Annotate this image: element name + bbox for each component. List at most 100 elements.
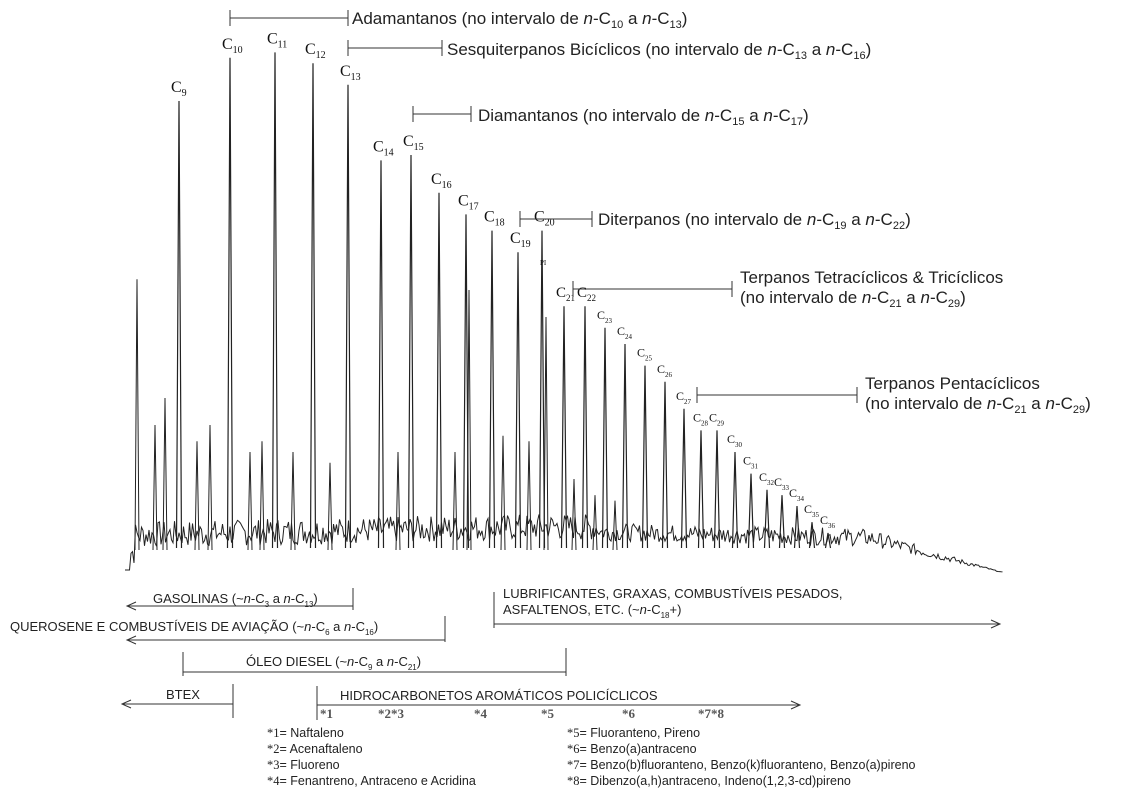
minor-peak [152, 424, 158, 551]
minor-peak [259, 441, 265, 551]
legend-item-3: *3= Fluoreno [267, 758, 340, 772]
peak-label-c12: C12 [305, 41, 326, 61]
peak-c32 [763, 489, 771, 549]
peak-label-c13: C13 [340, 63, 361, 83]
peak-label-c18: C18 [484, 209, 505, 229]
biomarker-range-3 [412, 106, 472, 122]
label-btex: BTEX [166, 687, 200, 702]
peak-c30 [731, 451, 739, 549]
peak-label-c21: C21 [556, 285, 575, 303]
legend-item-2: *2= Acenaftaleno [267, 742, 363, 756]
peak-c23 [601, 327, 609, 549]
minor-peak [571, 478, 577, 551]
biomarker-label-2: Sesquiterpanos Bicíclicos (no intervalo … [447, 40, 871, 62]
biomarker-annotation-layer: Adamantanos (no intervalo de n-C10 a n-C… [229, 9, 1091, 416]
minor-peak [395, 451, 401, 551]
pah-legend-layer: *1= Naftaleno *2= Acenaftaleno *3= Fluoren… [267, 726, 916, 788]
peak-label-c11: C11 [267, 30, 287, 50]
peak-c28 [697, 430, 705, 549]
minor-peak [327, 462, 333, 551]
peak-c17 [462, 214, 470, 549]
label-hpa: HIDROCARBONETOS AROMÁTICOS POLICÍCLICOS [340, 688, 658, 703]
peak-label-c33: C33 [774, 475, 790, 492]
legend-item-6: *6= Benzo(a)antraceno [567, 742, 697, 756]
chromatogram-trace-layer [125, 52, 1003, 573]
biomarker-label-4: Diterpanos (no intervalo de n-C19 a n-C2… [598, 210, 911, 232]
peak-label-c24: C24 [617, 324, 633, 341]
range-gasolinas [125, 588, 354, 611]
biomarker-range-text-5: (no intervalo de n-C21 a n-C29) [740, 288, 966, 310]
pah-mark-5: *6 [622, 706, 636, 721]
biomarker-range-6 [696, 387, 858, 403]
range-hpa [316, 686, 802, 720]
peak-label-c34: C34 [789, 486, 805, 503]
peak-label-c22: C22 [577, 285, 596, 303]
range-diesel [182, 648, 567, 676]
legend-item-1: *1= Naftaleno [267, 726, 344, 740]
peak-label-c10: C10 [222, 36, 243, 56]
minor-peak [500, 435, 506, 551]
minor-peak [543, 316, 549, 551]
peak-label-c20: C20 [534, 209, 555, 229]
minor-peak [207, 424, 213, 551]
minor-peak [194, 441, 200, 551]
peak-label-c23: C23 [597, 308, 613, 325]
pah-mark-3: *4 [474, 706, 488, 721]
peak-c35 [808, 522, 816, 549]
minor-peak [290, 451, 296, 551]
peak-c9 [175, 100, 183, 549]
peak-label-c27: C27 [676, 389, 692, 406]
peak-c26 [661, 381, 669, 549]
label-querosene: QUEROSENE E COMBUSTÍVEIS DE AVIAÇÃO (~n-… [10, 619, 378, 637]
minor-peak [612, 500, 618, 551]
minor-peak [247, 451, 253, 551]
biomarker-range-4 [519, 211, 593, 227]
peak-label-c35: C35 [804, 502, 820, 519]
peak-c34 [793, 505, 801, 549]
peak-c29 [713, 430, 721, 549]
pah-mark-1: *1 [320, 706, 333, 721]
peak-c14 [377, 160, 385, 549]
peak-c12 [309, 63, 317, 549]
pah-mark-2: *2*3 [378, 706, 405, 721]
peak-c25 [641, 365, 649, 549]
peak-c22 [581, 306, 589, 549]
minor-peak [162, 397, 168, 551]
peak-label-c26: C26 [657, 362, 673, 379]
range-btex [120, 684, 234, 718]
peak-c16 [435, 192, 443, 549]
minor-peak [134, 279, 140, 551]
peak-c27 [680, 408, 688, 549]
peak-label-c14: C14 [373, 138, 394, 158]
peak-label-c29: C29 [709, 410, 725, 427]
legend-item-4: *4= Fenantreno, Antraceno e Acridina [267, 774, 476, 788]
biomarker-label-3: Diamantanos (no intervalo de n-C15 a n-C… [478, 106, 809, 128]
peak-c21 [560, 306, 568, 549]
peak-label-c25: C25 [637, 346, 653, 363]
pi-label: PI [540, 259, 547, 267]
legend-item-7: *7= Benzo(b)fluoranteno, Benzo(k)fluoran… [567, 758, 916, 772]
peak-c31 [747, 473, 755, 549]
minor-peak [592, 495, 598, 551]
peak-c15 [407, 154, 415, 549]
biomarker-range-2 [347, 40, 443, 56]
pah-mark-6: *7*8 [698, 706, 725, 721]
peak-label-c28: C28 [693, 410, 709, 427]
legend-item-8: *8= Dibenzo(a,h)antraceno, Indeno(1,2,3-… [567, 774, 851, 788]
peak-label-c17: C17 [458, 192, 479, 212]
peak-label-c32: C32 [759, 470, 775, 487]
peak-label-c15: C15 [403, 133, 424, 153]
peak-label-c36: C36 [820, 513, 836, 530]
biomarker-label-5: Terpanos Tetracíclicos & Tricíclicos [740, 268, 1003, 287]
peak-c13 [344, 84, 352, 549]
peak-c10 [226, 57, 234, 549]
biomarker-range-5 [572, 281, 733, 297]
biomarker-label-6: Terpanos Pentacíclicos [865, 374, 1040, 393]
chromatogram-baseline [125, 514, 1003, 573]
biomarker-range-1 [229, 10, 349, 26]
peak-c24 [621, 343, 629, 549]
peak-c19 [514, 252, 522, 549]
biomarker-label-1: Adamantanos (no intervalo de n-C10 a n-C… [352, 9, 687, 31]
peak-label-c16: C16 [431, 171, 452, 191]
